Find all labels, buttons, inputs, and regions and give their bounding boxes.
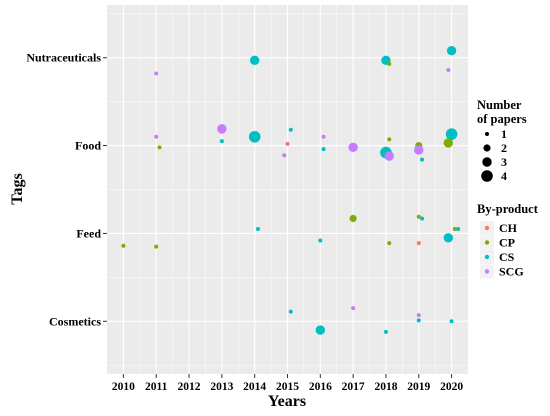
legend-size-label: 4 bbox=[501, 169, 507, 183]
legend-color-key bbox=[484, 254, 490, 260]
x-tick-label: 2019 bbox=[407, 381, 430, 393]
data-point-cs bbox=[383, 329, 388, 334]
legend-color-key bbox=[484, 269, 490, 274]
data-point-cs bbox=[255, 227, 260, 232]
legend-size-label: 1 bbox=[501, 127, 507, 141]
x-tick-label: 2018 bbox=[374, 381, 397, 393]
legend-size-label: 2 bbox=[501, 141, 507, 155]
y-tick-label: Nutraceuticals bbox=[26, 51, 101, 65]
y-axis-title: Tags bbox=[9, 173, 26, 204]
data-point-scg bbox=[351, 306, 356, 311]
legend-size-title-line1: Number bbox=[477, 98, 522, 112]
x-axis-ticks: 2010 2011 2012 2013 2014 2015 2016 2017 2018 2019… bbox=[112, 374, 463, 393]
data-points bbox=[121, 45, 461, 335]
legend-size-key bbox=[482, 157, 492, 167]
data-point-cp bbox=[154, 244, 159, 249]
legend-color-label: CH bbox=[499, 221, 518, 235]
legend-color-key bbox=[484, 225, 490, 231]
x-tick-label: 2010 bbox=[112, 381, 135, 393]
data-point-cp bbox=[157, 145, 162, 150]
y-tick-label: Cosmetics bbox=[49, 314, 101, 328]
data-point-scg bbox=[154, 71, 159, 76]
data-point-cs bbox=[288, 127, 293, 132]
legend-color-label: CS bbox=[499, 250, 515, 264]
legend-size-label: 3 bbox=[501, 155, 507, 169]
data-point-cs bbox=[219, 139, 224, 144]
y-tick-label: Feed bbox=[76, 226, 101, 240]
x-axis-title: Years bbox=[268, 393, 306, 410]
y-axis-ticks: Cosmetics Feed Food Nutraceuticals bbox=[26, 51, 107, 328]
x-tick-label: 2014 bbox=[243, 381, 266, 393]
data-point-cs bbox=[248, 130, 261, 143]
data-point-cs bbox=[446, 45, 457, 56]
data-point-scg bbox=[154, 134, 159, 139]
x-tick-label: 2013 bbox=[210, 381, 233, 393]
data-point-scg bbox=[416, 313, 421, 318]
legend-size-key bbox=[483, 144, 491, 152]
data-point-scg bbox=[282, 153, 287, 158]
data-point-cp bbox=[387, 137, 392, 142]
data-point-cs bbox=[443, 233, 454, 243]
data-point-cp bbox=[121, 243, 126, 248]
data-point-cp bbox=[416, 214, 421, 219]
data-point-scg bbox=[217, 124, 227, 134]
data-point-cp bbox=[349, 214, 357, 223]
data-point-cs bbox=[249, 55, 260, 66]
data-point-ch bbox=[416, 241, 421, 246]
legend-color-key bbox=[484, 240, 490, 245]
data-point-cs bbox=[416, 318, 421, 323]
data-point-cp bbox=[443, 138, 454, 148]
data-point-cs bbox=[288, 309, 293, 314]
data-point-cp bbox=[452, 227, 457, 232]
legend-size-key bbox=[485, 132, 489, 136]
y-tick-label: Food bbox=[75, 139, 101, 153]
data-point-cs bbox=[456, 227, 461, 232]
data-point-cs bbox=[318, 238, 323, 243]
data-point-cs bbox=[315, 325, 326, 335]
data-point-scg bbox=[414, 145, 424, 155]
data-point-cs bbox=[420, 216, 425, 221]
data-point-scg bbox=[384, 151, 394, 161]
data-point-cs bbox=[321, 147, 326, 152]
data-point-scg bbox=[348, 142, 358, 153]
legend-color-title: By-product bbox=[477, 202, 539, 216]
data-point-scg bbox=[321, 134, 326, 139]
data-point-cs bbox=[420, 157, 425, 162]
x-tick-label: 2017 bbox=[342, 381, 365, 393]
grid-major bbox=[107, 5, 468, 374]
data-point-ch bbox=[285, 141, 290, 146]
x-tick-label: 2012 bbox=[178, 381, 201, 393]
data-point-cs bbox=[445, 128, 458, 140]
data-point-cp bbox=[387, 241, 392, 246]
x-tick-label: 2020 bbox=[440, 381, 463, 393]
data-point-cs bbox=[449, 319, 454, 324]
legend-color-label: SCG bbox=[499, 265, 524, 279]
data-point-scg bbox=[446, 68, 451, 73]
legend-size-key bbox=[481, 170, 493, 182]
x-tick-label: 2015 bbox=[276, 381, 299, 393]
legend-size-title-line2: of papers bbox=[477, 112, 527, 126]
x-tick-label: 2016 bbox=[309, 381, 332, 393]
data-point-cp bbox=[387, 61, 392, 66]
legend-color-label: CP bbox=[499, 236, 515, 250]
x-tick-label: 2011 bbox=[145, 381, 168, 393]
